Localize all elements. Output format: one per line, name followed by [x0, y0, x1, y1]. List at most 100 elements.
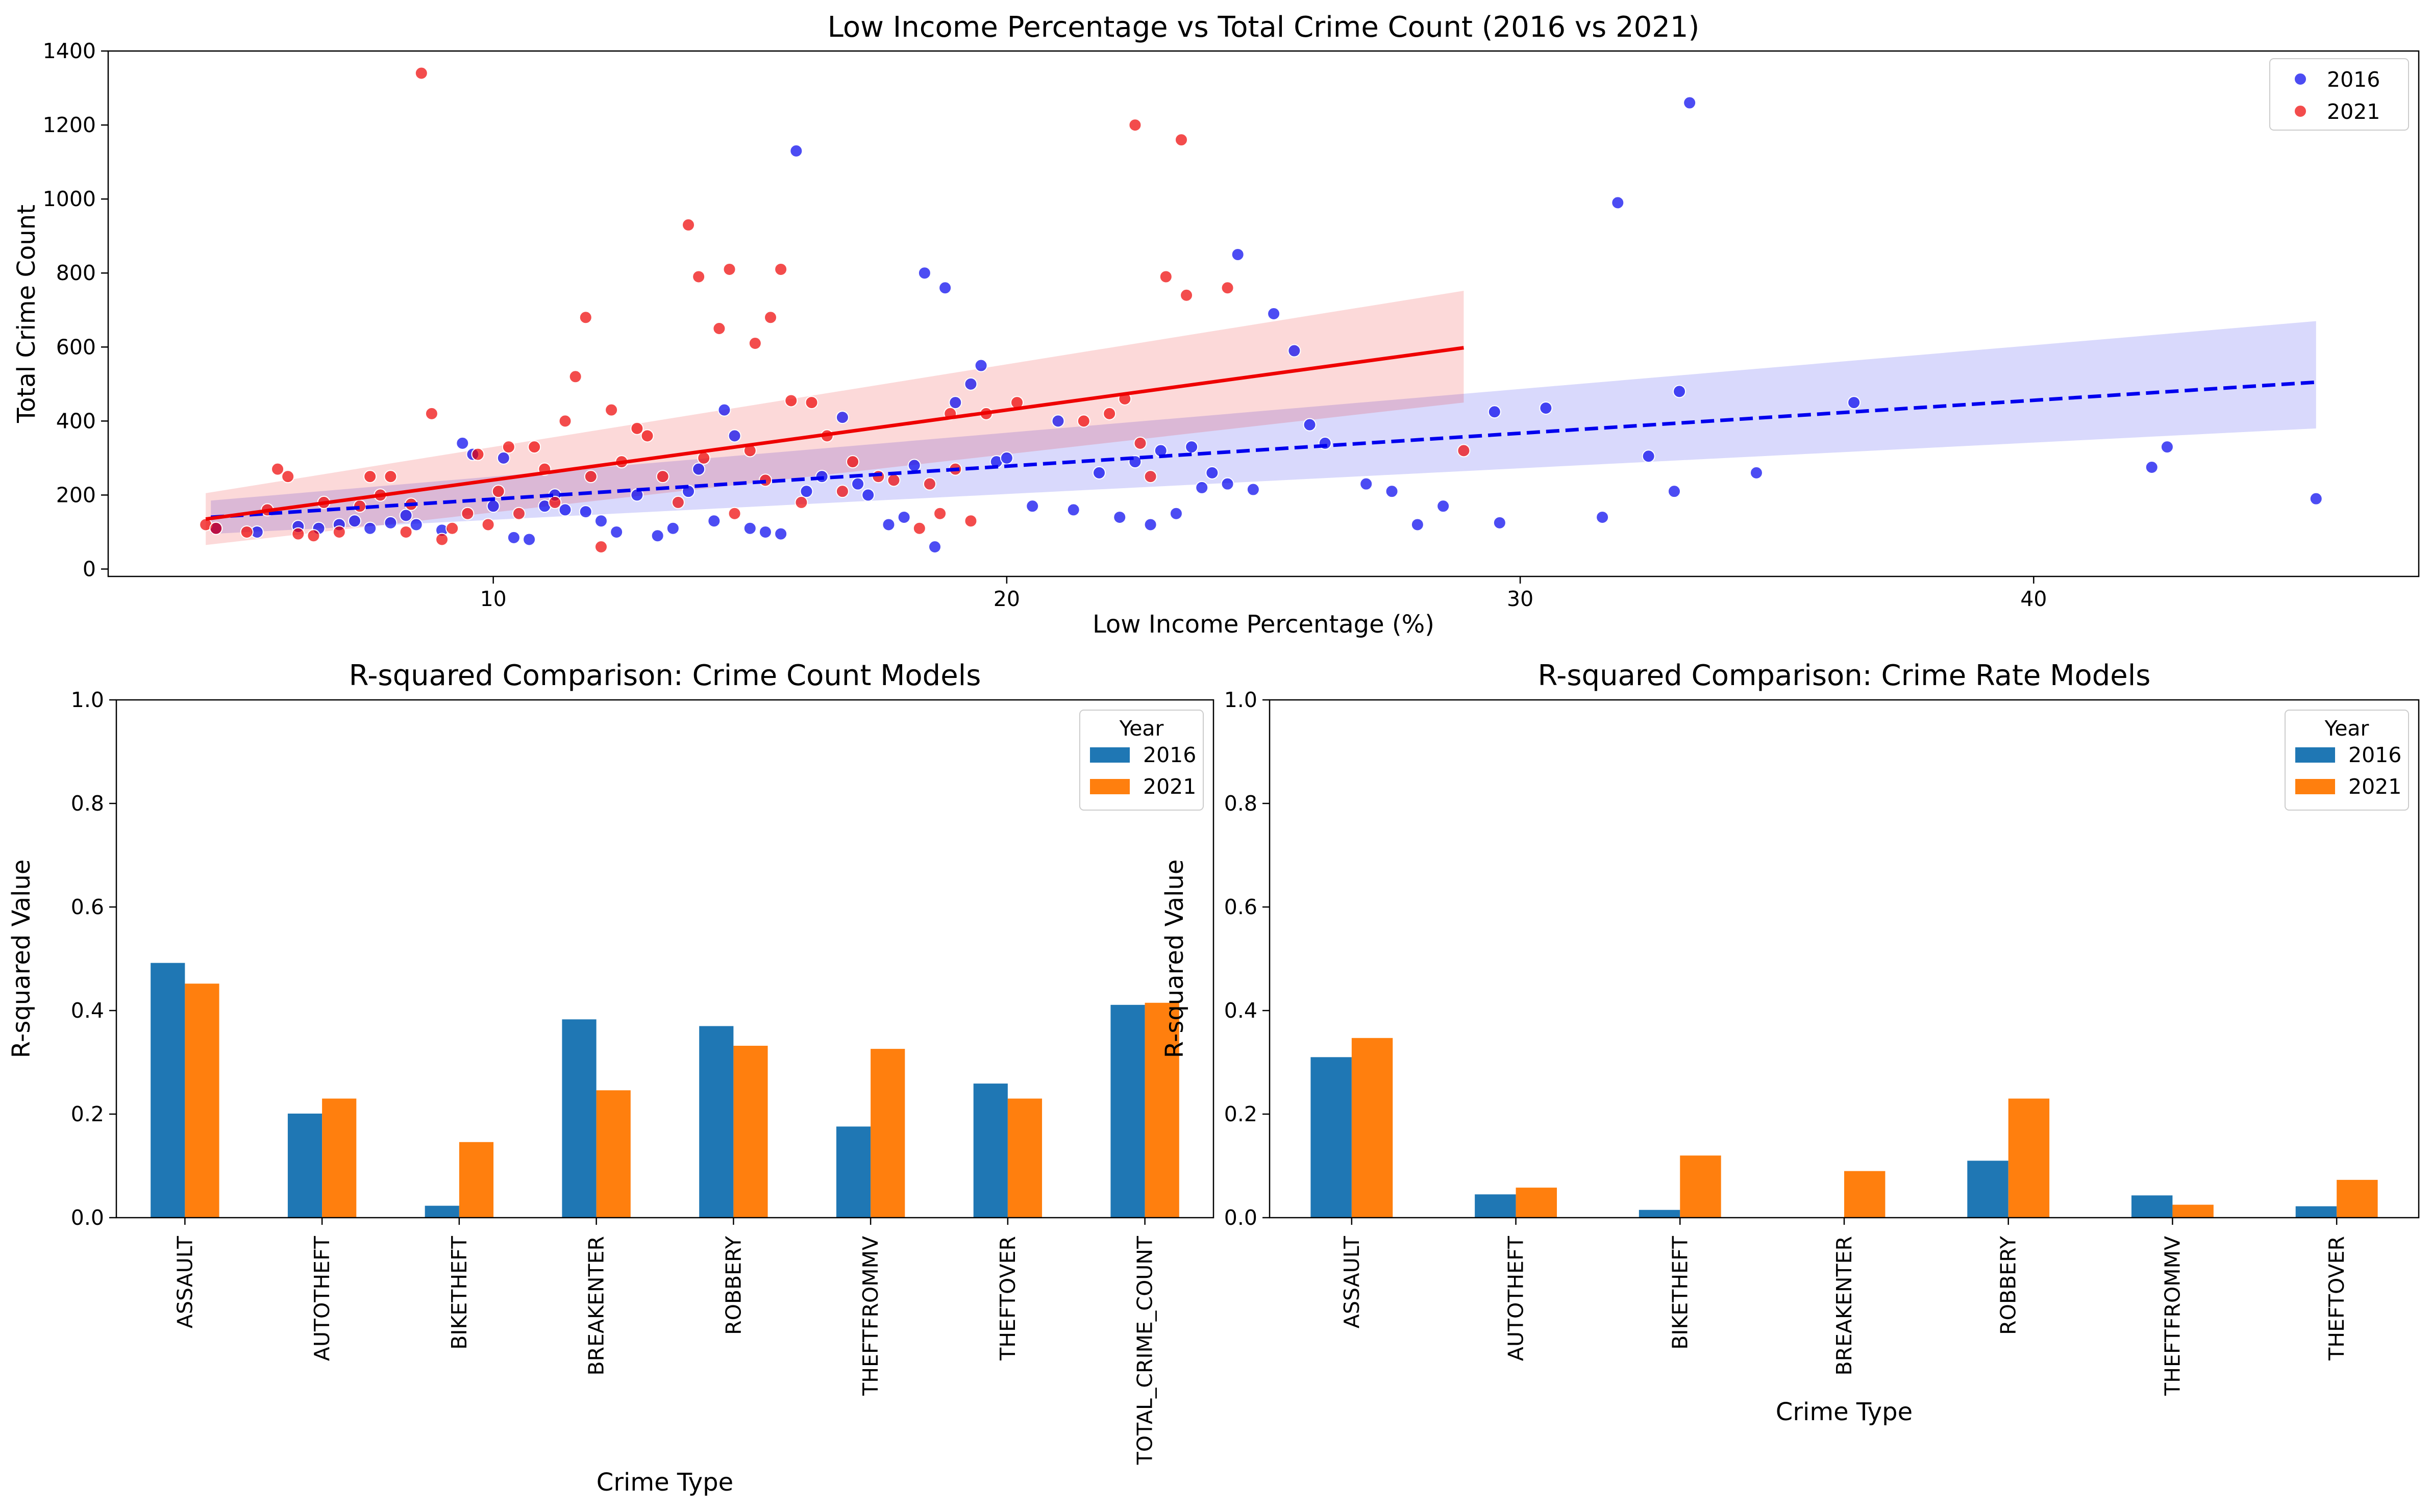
y-tick-label: 0.0 — [71, 1205, 104, 1230]
scatter-point-2016 — [758, 525, 772, 539]
scatter-point-2021 — [805, 396, 818, 410]
legend-swatch-2016 — [2295, 747, 2335, 763]
scatter-point-2016 — [1436, 499, 1450, 513]
y-axis-label: Total Crime Count — [12, 205, 41, 423]
scatter-point-2021 — [291, 527, 305, 541]
scatter-point-2016 — [1359, 477, 1373, 491]
scatter-point-2021 — [784, 394, 798, 408]
scatter-point-2021 — [568, 370, 582, 384]
y-tick-label: 0 — [83, 557, 96, 581]
y-tick-label: 1000 — [43, 187, 96, 211]
chart-title: R-squared Comparison: Crime Count Models — [349, 659, 981, 692]
scatter-point-2021 — [640, 429, 654, 443]
scatter-point-2021 — [697, 451, 711, 465]
scatter-point-2016 — [666, 521, 680, 535]
x-tick-label: AUTOTHEFT — [1504, 1236, 1528, 1361]
bar-2021 — [459, 1142, 494, 1218]
x-tick-label: 40 — [2020, 587, 2047, 611]
y-tick-label: 0.2 — [71, 1102, 104, 1126]
legend-swatch-2016 — [1090, 747, 1130, 763]
scatter-point-2016 — [1287, 344, 1301, 358]
bar-2021 — [1145, 1002, 1179, 1218]
scatter-point-2016 — [1611, 196, 1625, 210]
y-axis-label: R-squared Value — [7, 860, 36, 1059]
bar-2021 — [322, 1098, 357, 1218]
y-tick-label: 1400 — [43, 39, 96, 63]
scatter-point-2021 — [923, 477, 936, 491]
scatter-point-2021 — [728, 507, 741, 520]
scatter-point-2016 — [907, 459, 921, 472]
legend-title: Year — [1119, 716, 1164, 741]
x-axis-label: Crime Type — [1776, 1398, 1913, 1426]
scatter-point-2021 — [307, 529, 320, 543]
scatter-point-2021 — [1180, 288, 1194, 302]
x-tick-label: 20 — [994, 587, 1020, 611]
bar-2016 — [973, 1083, 1008, 1218]
scatter-point-2021 — [656, 470, 669, 484]
scatter-point-2021 — [481, 518, 495, 532]
legend-label: 2016 — [2327, 67, 2380, 92]
count-bar-chart: ASSAULT AUTOTHEFT BIKETHEFT BREAKENTER ROBBE… — [7, 659, 1214, 1497]
scatter-point-2021 — [461, 507, 475, 520]
scatter-point-2016 — [348, 514, 361, 528]
scatter-point-2016 — [1267, 307, 1281, 320]
scatter-point-2021 — [835, 485, 849, 498]
bar-2016 — [1310, 1057, 1352, 1218]
bar-2016 — [1967, 1161, 2008, 1218]
scatter-point-2021 — [1159, 270, 1173, 284]
bar-2016 — [1475, 1194, 1516, 1218]
scatter-point-2016 — [579, 505, 592, 519]
x-axis-label: Crime Type — [597, 1468, 733, 1497]
scatter-point-2016 — [610, 525, 624, 539]
scatter-point-2021 — [528, 440, 541, 454]
x-tick-label: BREAKENTER — [1832, 1236, 1856, 1375]
y-axis-label: R-squared Value — [1160, 860, 1189, 1059]
y-tick-label: 0.2 — [1224, 1102, 1257, 1126]
bar-2016 — [699, 1026, 734, 1218]
bar-2021 — [1007, 1098, 1043, 1218]
scatter-point-2016 — [1487, 405, 1501, 419]
x-tick-label: TOTAL_CRIME_COUNT — [1133, 1236, 1157, 1465]
y-tick-label: 600 — [56, 335, 96, 359]
confidence-band-2021 — [206, 291, 1464, 545]
scatter-point-2016 — [523, 533, 536, 546]
x-tick-label: THEFTOVER — [996, 1236, 1020, 1361]
scatter-point-2016 — [1000, 451, 1013, 465]
legend-marker-2016 — [2294, 72, 2307, 86]
scatter-point-2016 — [717, 403, 731, 417]
scatter-point-2021 — [271, 462, 285, 476]
scatter-point-2021 — [558, 414, 572, 428]
bar-2021 — [2008, 1098, 2050, 1218]
scatter-point-2021 — [1133, 436, 1147, 450]
scatter-point-2016 — [1847, 396, 1861, 410]
bar-2021 — [596, 1090, 631, 1218]
scatter-point-2016 — [964, 377, 978, 391]
rate-bar-chart: ASSAULT AUTOTHEFT BIKETHEFT BREAKENTER ROBBE… — [1160, 659, 2420, 1426]
bar-2016 — [151, 963, 185, 1218]
legend-swatch-2021 — [1090, 779, 1130, 794]
scatter-point-2016 — [1066, 503, 1080, 517]
x-tick-label: ROBBERY — [721, 1236, 746, 1335]
scatter-point-2016 — [1303, 418, 1317, 432]
scatter-point-2016 — [774, 527, 788, 541]
scatter-point-2016 — [974, 359, 988, 372]
x-tick-label: 30 — [1507, 587, 1533, 611]
y-tick-label: 0.8 — [71, 791, 104, 816]
scatter-point-2021 — [414, 66, 428, 80]
x-tick-label: ASSAULT — [172, 1236, 197, 1328]
scatter-point-2021 — [630, 421, 644, 435]
x-tick-label: BIKETHEFT — [1668, 1236, 1692, 1350]
bar-2021 — [2172, 1204, 2214, 1218]
scatter-point-2021 — [723, 262, 736, 276]
x-tick-label: BREAKENTER — [584, 1236, 609, 1375]
scatter-point-2021 — [240, 525, 254, 539]
x-tick-label: THEFTOVER — [2324, 1236, 2349, 1361]
scatter-point-2016 — [651, 529, 664, 543]
x-axis-label: Low Income Percentage (%) — [1093, 610, 1434, 639]
scatter-point-2021 — [512, 507, 526, 520]
scatter-point-2016 — [1246, 483, 1260, 496]
chart-title: Low Income Percentage vs Total Crime Cou… — [828, 11, 1700, 44]
scatter-point-2021 — [502, 440, 515, 454]
scatter-point-2016 — [692, 462, 706, 476]
